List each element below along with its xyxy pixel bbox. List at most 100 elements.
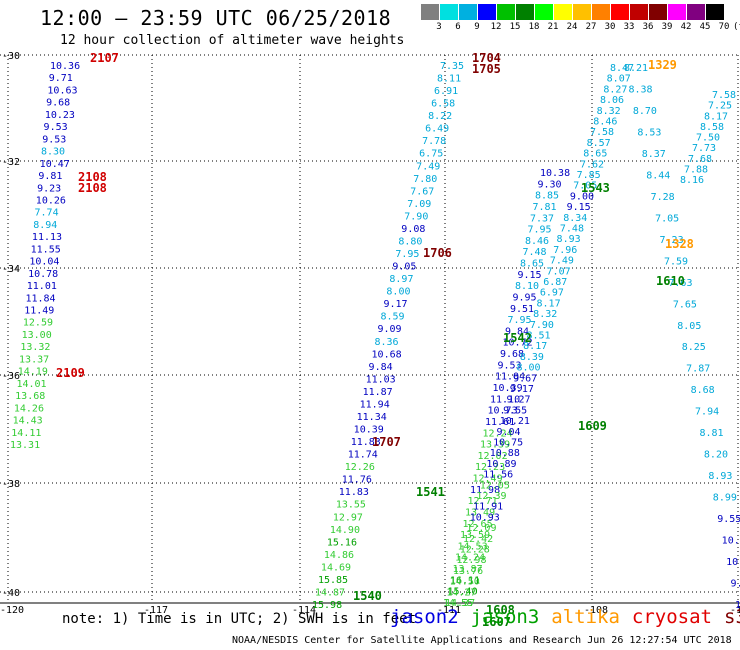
swh-value: 14.87 bbox=[315, 587, 345, 598]
scale-swatch bbox=[573, 4, 591, 20]
swh-value: 7.48 bbox=[560, 224, 584, 235]
swh-value: 14.11 bbox=[11, 428, 41, 439]
swh-value: 7.05 bbox=[573, 181, 597, 192]
swh-value: 7.68 bbox=[688, 154, 712, 165]
swh-value: 8.44 bbox=[646, 170, 670, 181]
swh-value: 13.87 bbox=[453, 564, 483, 575]
scale-swatch bbox=[535, 4, 553, 20]
swh-value: 14.86 bbox=[324, 550, 354, 561]
swh-value: 8.59 bbox=[380, 312, 404, 323]
swh-value: 12.23 bbox=[475, 462, 505, 473]
swh-value: 9.67 bbox=[513, 373, 537, 384]
swh-value: 6.97 bbox=[540, 288, 564, 299]
swh-value: 8.99 bbox=[713, 493, 737, 504]
scale-swatch bbox=[649, 4, 667, 20]
swh-value: 15.16 bbox=[327, 537, 357, 548]
swh-value: 7.95 bbox=[528, 225, 552, 236]
swh-value: 9.68 bbox=[46, 98, 70, 109]
swh-value: 13.59 bbox=[460, 530, 490, 541]
swh-value: 9.95 bbox=[513, 292, 537, 303]
pass-time-label: 2109 bbox=[56, 366, 85, 380]
swh-value: 8.58 bbox=[700, 122, 724, 133]
swh-value: 10.73 bbox=[488, 406, 518, 417]
swh-value: 9.53 bbox=[498, 360, 522, 371]
swh-value: 13.00 bbox=[22, 330, 52, 341]
swh-value: 9.30 bbox=[538, 179, 562, 190]
swh-value: 10.23 bbox=[45, 110, 75, 121]
scale-label: 27 bbox=[585, 22, 597, 32]
swh-value: 9.15 bbox=[518, 270, 542, 281]
swh-value: 8.20 bbox=[704, 450, 728, 461]
swh-value: 14.01 bbox=[16, 379, 46, 390]
swh-value: 7.49 bbox=[416, 161, 440, 172]
swh-value: 7.78 bbox=[422, 136, 446, 147]
swh-value: 8.17 bbox=[704, 111, 728, 122]
scale-label: 18 bbox=[528, 22, 540, 32]
swh-value: 11.94 bbox=[360, 399, 390, 410]
swh-value: 12.65 bbox=[463, 519, 493, 530]
swh-value: 8.85 bbox=[535, 191, 559, 202]
swh-value: 7.73 bbox=[692, 143, 716, 154]
swh-value: 7.80 bbox=[413, 174, 437, 185]
scale-label: 39 bbox=[661, 22, 673, 32]
pass-time-label: 2107 bbox=[90, 51, 119, 65]
swh-value: 14.53 bbox=[458, 541, 488, 552]
chart-subtitle: 12 hour collection of altimeter wave hei… bbox=[60, 33, 405, 48]
swh-value: 7.59 bbox=[664, 256, 688, 267]
lon-label: -114 bbox=[292, 605, 316, 616]
scale-label: (ft) bbox=[733, 22, 740, 32]
swh-value: 11.76 bbox=[342, 475, 372, 486]
swh-value: 8.53 bbox=[637, 127, 661, 138]
swh-value: 14.24 bbox=[455, 553, 485, 564]
swh-value: 7.63 bbox=[668, 278, 692, 289]
swh-value: 7.23 bbox=[660, 235, 684, 246]
swh-value: 10.89 bbox=[486, 459, 516, 470]
lon-label: -117 bbox=[144, 605, 168, 616]
swh-value: 14.26 bbox=[14, 403, 44, 414]
swh-value: 8.65 bbox=[520, 259, 544, 270]
swh-value: 7.96 bbox=[553, 245, 577, 256]
swh-value: 11.91 bbox=[473, 502, 503, 513]
swh-value: 9.17 bbox=[510, 384, 534, 395]
swh-value: 9.81 bbox=[731, 579, 740, 590]
swh-value: 8.00 bbox=[516, 363, 540, 374]
pass-time-label: 1707 bbox=[372, 435, 401, 449]
lat-label: -32 bbox=[2, 157, 20, 168]
scale-swatch bbox=[592, 4, 610, 20]
swh-value: 7.95 bbox=[395, 249, 419, 260]
credit-line: NOAA/NESDIS Center for Satellite Applica… bbox=[232, 635, 732, 646]
scale-label: 70 bbox=[718, 22, 730, 32]
swh-value: 10.93 bbox=[470, 512, 500, 523]
swh-value: 7.74 bbox=[35, 208, 59, 219]
swh-value: 10.91 bbox=[726, 557, 740, 568]
swh-value: 8.10 bbox=[515, 281, 539, 292]
swh-value: 10.9 bbox=[735, 600, 740, 611]
swh-value: 12.42 bbox=[463, 534, 493, 545]
swh-value: 9.53 bbox=[44, 122, 68, 133]
swh-value: 9.81 bbox=[38, 171, 62, 182]
pass-time-label: 2108 bbox=[78, 181, 107, 195]
swh-value: 12.05 bbox=[480, 480, 510, 491]
swh-value: 8.32 bbox=[533, 309, 557, 320]
swh-value: 8.00 bbox=[386, 287, 410, 298]
scale-swatch bbox=[516, 4, 534, 20]
swh-value: 6.87 bbox=[543, 277, 567, 288]
pass-time-label: 1541 bbox=[416, 485, 445, 499]
swh-value: 7.50 bbox=[696, 133, 720, 144]
swh-value: 7.67 bbox=[410, 186, 434, 197]
swh-value: 7.48 bbox=[523, 247, 547, 258]
scale-label: 30 bbox=[604, 22, 616, 32]
pass-time-label: 1329 bbox=[648, 58, 677, 72]
swh-value: 8.32 bbox=[597, 106, 621, 117]
swh-value: 15.85 bbox=[318, 575, 348, 586]
swh-value: 7.35 bbox=[440, 61, 464, 72]
swh-value: 12.98 bbox=[456, 555, 486, 566]
swh-value: 7.62 bbox=[580, 159, 604, 170]
scale-swatch bbox=[421, 4, 439, 20]
swh-value: 11.04 bbox=[495, 372, 525, 383]
swh-value: 13.32 bbox=[20, 342, 50, 353]
scale-label: 6 bbox=[455, 22, 461, 32]
swh-value: 16.11 bbox=[450, 575, 480, 586]
scale-label: 15 bbox=[509, 22, 521, 32]
